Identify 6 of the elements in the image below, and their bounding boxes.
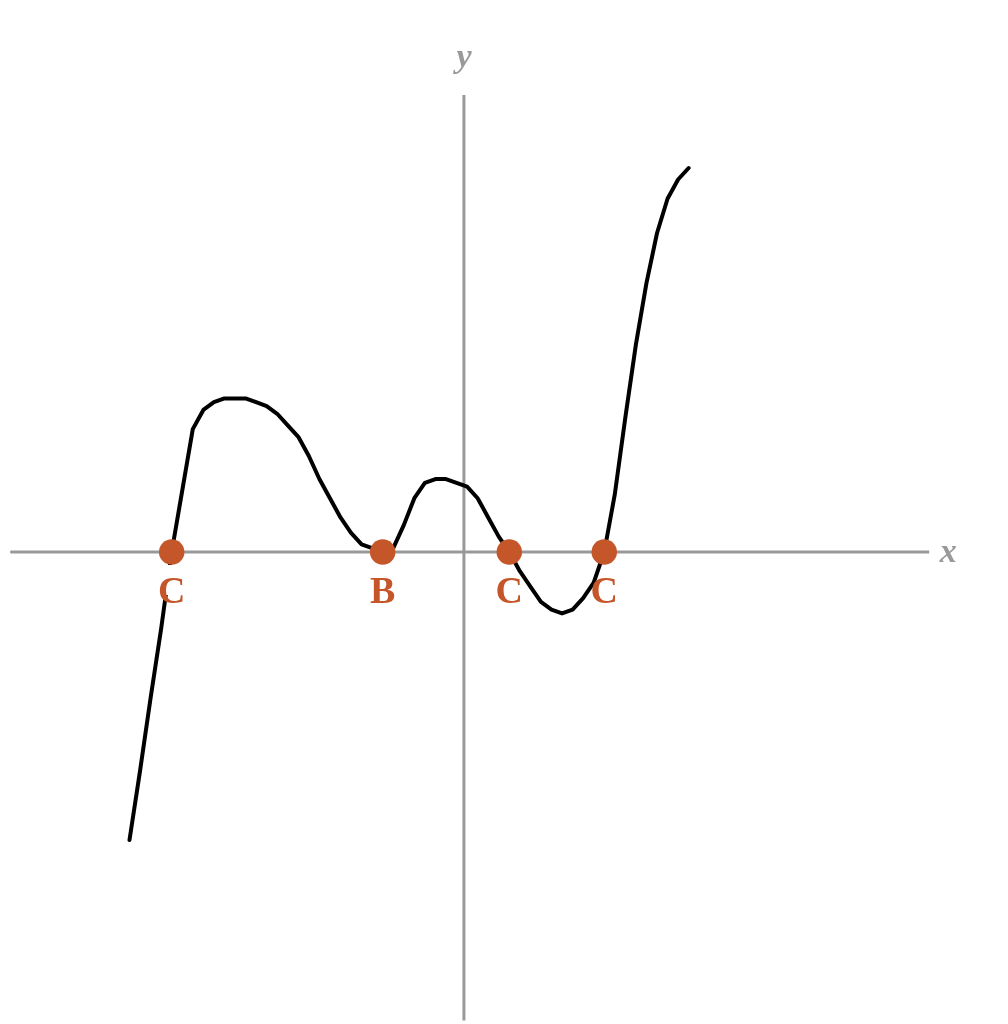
x-tick-label: C [495, 569, 524, 611]
text: x [938, 532, 957, 569]
x-tick-label: C [157, 569, 186, 611]
x-tick-label: B [370, 569, 396, 611]
y-axis-title: y [452, 37, 473, 74]
x-tick-label: C [590, 569, 618, 611]
